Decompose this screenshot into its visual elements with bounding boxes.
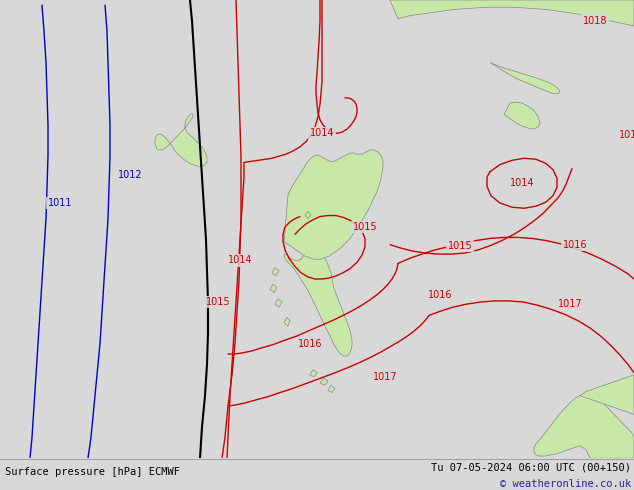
- Text: Tu 07-05-2024 06:00 UTC (00+150): Tu 07-05-2024 06:00 UTC (00+150): [431, 462, 631, 472]
- Text: 1014: 1014: [228, 255, 252, 265]
- Text: © weatheronline.co.uk: © weatheronline.co.uk: [500, 479, 631, 489]
- Text: 1015: 1015: [448, 241, 472, 251]
- Text: 1016: 1016: [298, 339, 322, 348]
- Polygon shape: [275, 299, 282, 307]
- Polygon shape: [534, 394, 634, 458]
- Text: 1011: 1011: [48, 198, 72, 208]
- Polygon shape: [490, 63, 560, 94]
- Polygon shape: [155, 114, 207, 167]
- Polygon shape: [270, 284, 277, 293]
- Text: 1016: 1016: [563, 240, 587, 250]
- Polygon shape: [580, 375, 634, 415]
- Polygon shape: [284, 242, 352, 356]
- Text: 1012: 1012: [118, 170, 142, 180]
- Polygon shape: [310, 369, 317, 377]
- Text: 1017: 1017: [558, 299, 582, 309]
- Text: 1014: 1014: [510, 178, 534, 188]
- Text: Surface pressure [hPa] ECMWF: Surface pressure [hPa] ECMWF: [5, 467, 180, 477]
- Polygon shape: [390, 0, 634, 26]
- Text: 1017: 1017: [373, 372, 398, 382]
- Polygon shape: [305, 211, 311, 219]
- Polygon shape: [284, 150, 383, 259]
- Polygon shape: [504, 102, 540, 129]
- Polygon shape: [284, 318, 290, 326]
- Text: 1016: 1016: [428, 290, 452, 300]
- Text: 1014: 1014: [310, 128, 334, 138]
- Text: 101: 101: [619, 130, 634, 140]
- Text: 1018: 1018: [583, 16, 607, 26]
- Text: 1015: 1015: [205, 297, 230, 307]
- Polygon shape: [328, 385, 335, 392]
- Text: 1015: 1015: [353, 222, 377, 232]
- Polygon shape: [320, 378, 328, 385]
- Polygon shape: [272, 268, 279, 276]
